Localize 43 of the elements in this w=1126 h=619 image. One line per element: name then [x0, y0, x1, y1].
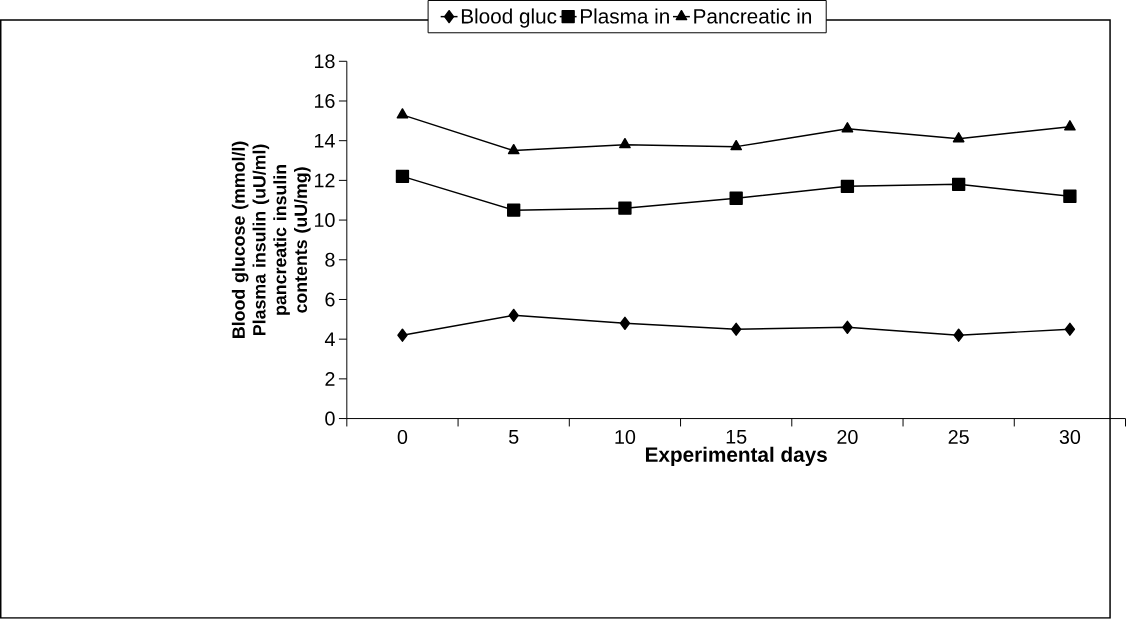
x-axis-title: Experimental days	[645, 446, 827, 467]
point	[1064, 120, 1076, 131]
y-tick-label: 16	[314, 94, 335, 109]
point	[619, 316, 631, 331]
point	[1063, 189, 1077, 204]
x-tick-label: 10	[615, 430, 636, 445]
point	[508, 308, 519, 323]
point	[840, 179, 855, 194]
point	[507, 203, 521, 217]
point	[396, 108, 409, 119]
y-tick-label: 8	[325, 252, 335, 267]
point	[953, 328, 964, 342]
x-tick-label: 0	[397, 430, 408, 445]
point	[841, 122, 854, 133]
point	[618, 201, 632, 215]
y-axis-title: Blood glucose (mmol/l) Plasma insulin (uU/ml) pancreatic insulin contents (uU/mg)	[231, 141, 311, 339]
x-tick-label: 20	[837, 430, 858, 445]
y-tick-label: 0	[325, 411, 335, 426]
point	[951, 177, 966, 192]
point	[730, 140, 743, 151]
legend-label: Pancreatic in	[694, 8, 812, 24]
x-tick-label: 30	[1059, 430, 1081, 445]
y-tick-label: 10	[314, 213, 335, 228]
y-tick-label: 2	[325, 372, 335, 386]
x-tick-label: 5	[508, 430, 519, 444]
point	[395, 169, 410, 184]
point	[397, 328, 408, 342]
y-tick-label: 14	[314, 134, 335, 148]
point	[729, 191, 743, 206]
y-tick-label: 4	[324, 332, 335, 347]
point	[730, 322, 742, 337]
point	[507, 144, 520, 155]
y-tick-label: 12	[314, 173, 335, 188]
point	[619, 138, 631, 149]
x-tick-label: 25	[948, 430, 969, 445]
legend-label: Plasma in	[581, 8, 669, 24]
point	[842, 320, 853, 335]
point	[1064, 322, 1076, 337]
y-tick-label: 6	[325, 292, 335, 307]
x-tick-label: 15	[726, 430, 747, 444]
legend-label: Blood gluc	[461, 8, 557, 28]
y-tick-label: 18	[314, 54, 335, 69]
point	[952, 132, 965, 143]
